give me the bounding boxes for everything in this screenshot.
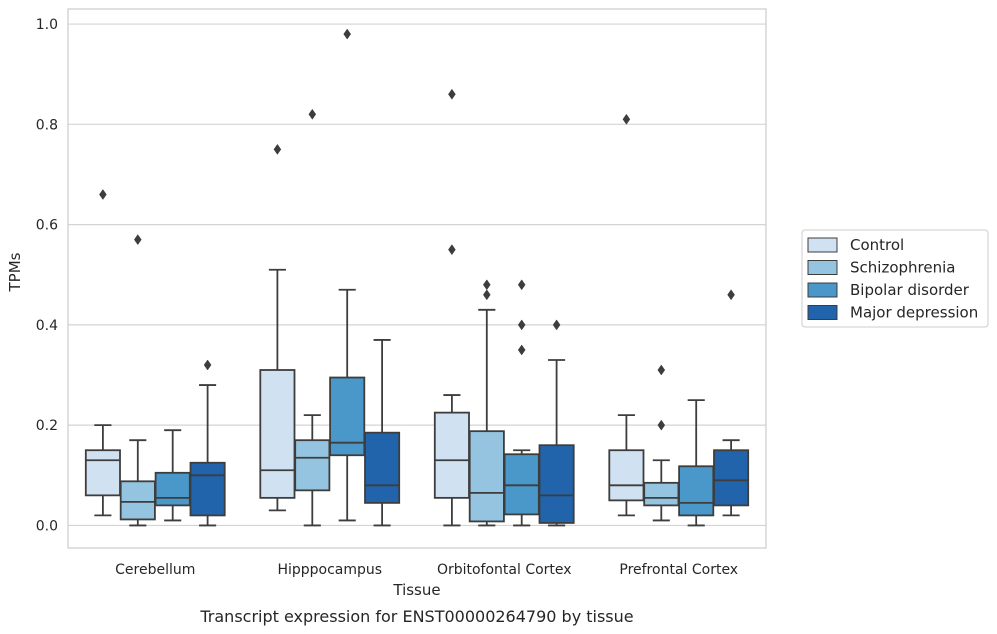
box-iqr <box>294 439 331 492</box>
box-iqr <box>538 444 575 524</box>
outlier-point <box>448 244 456 256</box>
box-major-depression <box>364 339 401 527</box>
y-tick-label: 0.8 <box>36 117 58 133</box>
outlier-point <box>99 189 107 200</box>
outlier-point <box>517 319 526 331</box>
x-tick-label: Cerebellum <box>115 562 195 578</box>
box-iqr <box>84 449 121 497</box>
outlier-point <box>448 88 456 100</box>
box-bipolar-disorder <box>329 28 366 522</box>
legend-label: Major depression <box>850 304 978 322</box>
y-axis-title: TPMs <box>6 252 24 292</box>
x-tick-label: Hipppocampus <box>277 562 382 578</box>
legend-label: Bipolar disorder <box>850 281 970 299</box>
y-tick-label: 0.0 <box>36 518 58 534</box>
outlier-point <box>727 289 735 301</box>
box-iqr <box>643 481 680 507</box>
box-control <box>259 143 296 512</box>
legend-swatch <box>807 260 838 275</box>
gridlines <box>68 23 766 527</box>
y-tick-label: 0.4 <box>36 318 58 334</box>
box-iqr <box>468 430 505 523</box>
box-schizophrenia <box>294 108 331 527</box>
box-iqr <box>189 461 226 517</box>
box-iqr <box>678 465 715 517</box>
y-tick-labels: 0.0 0.2 0.4 0.6 0.8 1.0 <box>36 17 58 534</box>
outlier-point <box>308 108 317 120</box>
outlier-point <box>482 279 491 291</box>
x-tick-label: Orbitofontal Cortex <box>437 562 572 578</box>
outlier-point <box>622 113 631 125</box>
outlier-point <box>517 344 526 356</box>
y-tick-label: 0.6 <box>36 218 58 234</box>
legend-swatch <box>807 237 838 253</box>
box-iqr <box>608 449 645 502</box>
outlier-point <box>657 364 666 376</box>
legend-label: Control <box>850 236 904 254</box>
legend-label: Schizophrenia <box>850 259 955 277</box>
outlier-point <box>343 28 352 40</box>
legend: Control Schizophrenia Bipolar disorder Majo… <box>801 229 989 328</box>
box-control <box>433 88 470 527</box>
box-iqr <box>154 471 191 507</box>
box-major-depression <box>538 319 575 527</box>
outlier-point <box>203 359 212 371</box>
legend-swatch <box>807 305 838 320</box>
box-control <box>608 113 645 517</box>
outlier-point <box>273 143 282 155</box>
box-control <box>84 189 121 517</box>
figure-caption: Transcript expression for ENST0000026479… <box>199 607 633 626</box>
outlier-point <box>552 319 561 331</box>
box-schizophrenia <box>119 234 156 527</box>
outlier-point <box>482 289 491 301</box>
box-major-depression <box>713 289 750 517</box>
box-iqr <box>713 449 750 507</box>
plot-background <box>68 9 766 548</box>
x-tick-label: Prefrontal Cortex <box>619 562 738 578</box>
box-iqr <box>433 411 470 499</box>
x-axis-title: Tissue <box>392 581 440 599</box>
outlier-point <box>657 419 666 431</box>
x-tick-labels: Cerebellum Hipppocampus Orbitofontal Corte… <box>115 562 738 578</box>
box-schizophrenia <box>643 364 680 522</box>
box-iqr <box>503 453 540 516</box>
legend-swatch <box>807 282 838 298</box>
box-iqr <box>364 431 401 504</box>
y-tick-label: 1.0 <box>36 17 58 33</box>
box-schizophrenia <box>468 279 505 527</box>
box-major-depression <box>189 359 226 527</box>
legend-frame <box>801 229 989 328</box>
outlier-point <box>517 279 526 291</box>
y-tick-label: 0.2 <box>36 418 58 434</box>
plot-frame <box>67 8 767 549</box>
boxes <box>84 28 750 527</box>
box-iqr <box>259 369 296 499</box>
box-iqr <box>119 480 156 521</box>
outlier-point <box>133 234 142 246</box>
